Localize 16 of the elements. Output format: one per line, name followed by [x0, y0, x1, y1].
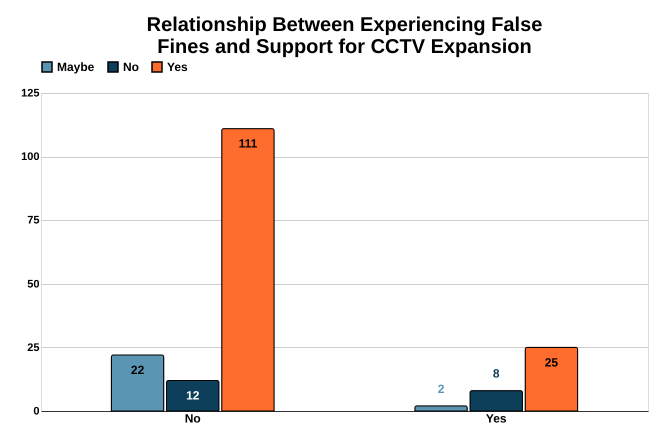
y-tick-label: 125	[21, 88, 40, 100]
data-label: 22	[130, 363, 145, 378]
data-label: 8	[492, 366, 500, 381]
y-tick-label: 75	[27, 214, 40, 227]
legend-label: Maybe	[57, 60, 95, 74]
y-tick-label: 0	[33, 406, 40, 418]
data-label: 12	[186, 388, 200, 402]
data-label: 2	[438, 382, 445, 396]
chart-title: Relationship Between Experiencing False Fines and Support for CCTV Expansion	[146, 14, 542, 58]
data-label: 111	[238, 136, 258, 151]
y-tick-label: 25	[27, 342, 40, 354]
data-label: 25	[544, 355, 558, 370]
legend-label: Yes	[167, 60, 188, 74]
y-tick-label: 50	[27, 278, 40, 290]
legend-label: No	[123, 60, 139, 74]
y-tick-label: 100	[21, 151, 40, 164]
